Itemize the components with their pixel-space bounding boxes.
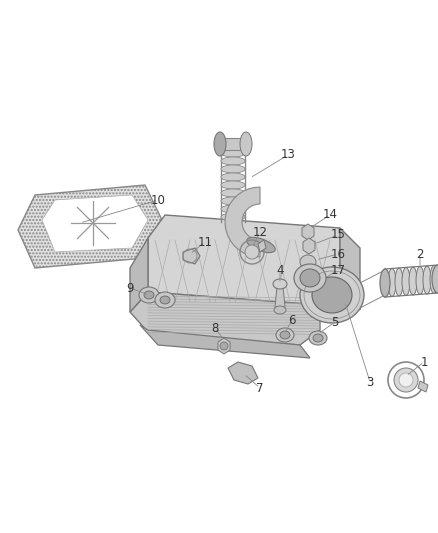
- Text: 9: 9: [126, 281, 134, 295]
- Ellipse shape: [300, 255, 316, 269]
- Polygon shape: [140, 325, 310, 358]
- Ellipse shape: [221, 205, 245, 213]
- Text: 2: 2: [416, 248, 424, 262]
- Ellipse shape: [221, 197, 245, 205]
- Polygon shape: [220, 138, 246, 150]
- Ellipse shape: [416, 266, 424, 295]
- Ellipse shape: [280, 331, 290, 339]
- Ellipse shape: [313, 334, 323, 342]
- Ellipse shape: [220, 342, 228, 350]
- Polygon shape: [183, 248, 200, 264]
- Ellipse shape: [247, 237, 275, 253]
- Polygon shape: [340, 228, 360, 310]
- Polygon shape: [42, 195, 148, 252]
- Ellipse shape: [381, 269, 389, 297]
- Polygon shape: [218, 338, 230, 354]
- Ellipse shape: [221, 189, 245, 197]
- Ellipse shape: [276, 328, 294, 342]
- Ellipse shape: [221, 173, 245, 181]
- Ellipse shape: [221, 157, 245, 165]
- Text: 1: 1: [420, 356, 428, 368]
- Ellipse shape: [300, 269, 320, 287]
- Ellipse shape: [221, 213, 245, 221]
- Polygon shape: [18, 185, 162, 268]
- Polygon shape: [303, 238, 315, 254]
- Ellipse shape: [160, 296, 170, 304]
- Ellipse shape: [309, 331, 327, 345]
- Text: 14: 14: [322, 208, 338, 222]
- Ellipse shape: [273, 279, 287, 289]
- Ellipse shape: [300, 267, 364, 323]
- Ellipse shape: [155, 292, 175, 308]
- Polygon shape: [418, 381, 428, 392]
- Ellipse shape: [245, 245, 259, 259]
- Ellipse shape: [221, 165, 245, 173]
- Ellipse shape: [409, 267, 417, 295]
- Ellipse shape: [274, 306, 286, 314]
- Text: 4: 4: [276, 263, 284, 277]
- Text: 8: 8: [211, 321, 219, 335]
- Text: 3: 3: [366, 376, 374, 389]
- Ellipse shape: [432, 265, 438, 293]
- Polygon shape: [130, 238, 148, 312]
- Ellipse shape: [395, 268, 403, 296]
- Text: 11: 11: [198, 236, 212, 248]
- Ellipse shape: [423, 266, 431, 294]
- Polygon shape: [130, 292, 320, 345]
- Ellipse shape: [139, 287, 159, 303]
- Ellipse shape: [221, 149, 245, 157]
- Text: 17: 17: [331, 263, 346, 277]
- Ellipse shape: [240, 132, 252, 156]
- Ellipse shape: [312, 277, 352, 313]
- Text: 12: 12: [252, 225, 268, 238]
- Ellipse shape: [394, 368, 418, 392]
- Text: 10: 10: [151, 193, 166, 206]
- Text: 6: 6: [288, 313, 296, 327]
- Text: 16: 16: [331, 247, 346, 261]
- Ellipse shape: [402, 268, 410, 295]
- Text: 13: 13: [281, 149, 296, 161]
- Ellipse shape: [221, 181, 245, 189]
- Ellipse shape: [388, 269, 396, 296]
- Polygon shape: [148, 215, 340, 305]
- Ellipse shape: [430, 265, 438, 294]
- Ellipse shape: [214, 132, 226, 156]
- Text: 15: 15: [331, 229, 346, 241]
- Polygon shape: [225, 187, 260, 257]
- Ellipse shape: [399, 373, 413, 387]
- Text: 7: 7: [256, 382, 264, 394]
- Polygon shape: [258, 240, 266, 252]
- Ellipse shape: [144, 291, 154, 299]
- Ellipse shape: [221, 141, 245, 149]
- Ellipse shape: [380, 269, 390, 297]
- Text: 5: 5: [331, 316, 339, 328]
- Polygon shape: [275, 286, 285, 308]
- Ellipse shape: [294, 264, 326, 292]
- Polygon shape: [302, 224, 314, 240]
- Polygon shape: [228, 362, 258, 384]
